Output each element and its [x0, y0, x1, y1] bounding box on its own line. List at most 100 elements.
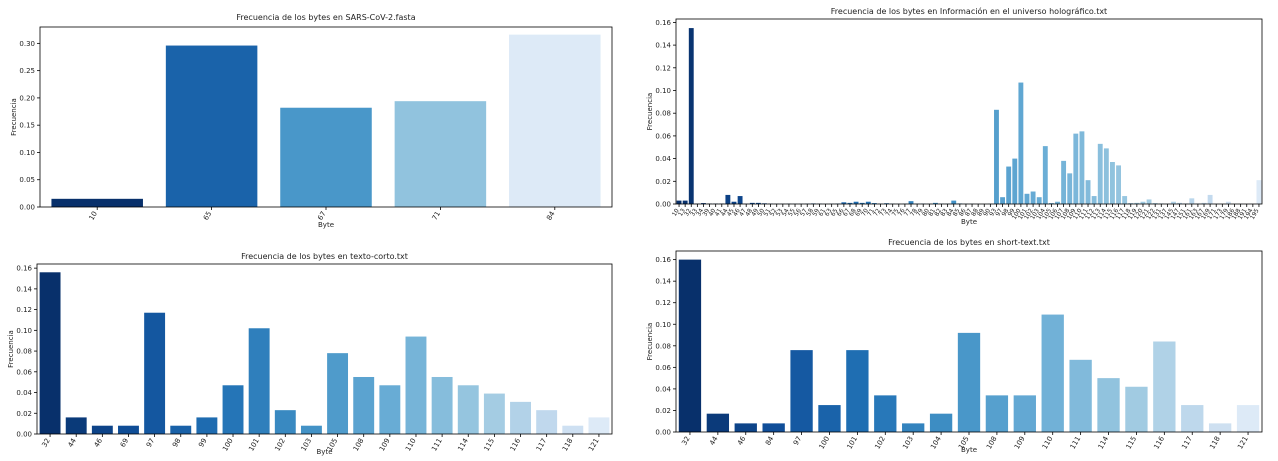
- x-tick-label: 46: [736, 435, 748, 447]
- bar: [1256, 180, 1262, 204]
- x-tick-label: 118: [561, 437, 575, 453]
- x-tick-label: 78: [909, 207, 919, 217]
- x-tick-label: 55: [787, 207, 797, 217]
- x-tick-label: 101: [1017, 207, 1029, 221]
- bar: [327, 353, 349, 434]
- y-tick-label: 0.00: [655, 201, 671, 209]
- x-tick-label: 81: [927, 207, 937, 217]
- x-tick-label: 83: [939, 207, 949, 217]
- x-tick-label: 118: [1208, 435, 1222, 451]
- x-tick-label: 67: [316, 210, 327, 222]
- x-tick-label: 41: [714, 207, 724, 217]
- bar: [929, 413, 953, 432]
- bar: [1225, 201, 1231, 204]
- y-axis-label: Frecuencia: [646, 93, 654, 131]
- x-tick-label: 47: [738, 207, 748, 217]
- x-tick-label: 100: [221, 437, 235, 453]
- x-tick-label: 54: [781, 207, 791, 217]
- bar: [902, 423, 925, 432]
- x-tick-label: 68: [848, 207, 858, 217]
- chart-1: Frecuencia de los bytes en SARS-CoV-2.fa…: [10, 13, 613, 229]
- x-tick-label: 51: [762, 207, 772, 217]
- x-tick-label: 131: [1151, 207, 1163, 221]
- y-tick-label: 0.25: [19, 67, 35, 75]
- x-tick-label: 69: [119, 437, 130, 449]
- bar: [165, 45, 258, 207]
- y-axis-label: Frecuencia: [646, 323, 654, 361]
- bar: [678, 259, 702, 432]
- x-tick-label: 167: [1194, 207, 1206, 221]
- bar: [701, 203, 706, 204]
- bar: [1189, 198, 1195, 204]
- y-tick-label: 0.10: [655, 87, 671, 95]
- x-tick-label: 71: [866, 207, 876, 217]
- x-tick-label: 109: [378, 437, 392, 453]
- bar: [457, 385, 479, 434]
- x-tick-label: 52: [769, 207, 779, 217]
- x-tick-label: 186: [1224, 207, 1236, 221]
- x-tick-label: 194: [1243, 207, 1255, 221]
- x-axis-label: Byte: [961, 446, 977, 454]
- x-tick-label: 102: [1023, 207, 1035, 221]
- x-tick-label: 112: [1084, 207, 1096, 221]
- x-tick-label: 110: [1072, 207, 1084, 221]
- bar: [853, 201, 859, 204]
- chart-2: Frecuencia de los bytes en Información e…: [646, 6, 1263, 226]
- bar: [1024, 193, 1030, 204]
- bar: [1012, 158, 1018, 204]
- bar: [405, 336, 427, 434]
- x-tick-label: 65: [830, 207, 840, 217]
- x-tick-label: 108: [1060, 207, 1072, 221]
- bar: [1042, 146, 1048, 204]
- bar: [847, 202, 853, 204]
- chart-title: Frecuencia de los bytes en SARS-CoV-2.fa…: [236, 13, 415, 22]
- x-axis-label: Byte: [961, 218, 977, 226]
- bar: [682, 200, 688, 204]
- y-tick-label: 0.30: [19, 40, 35, 48]
- bar: [1018, 82, 1024, 204]
- x-tick-label: 59: [811, 207, 821, 217]
- x-tick-label: 173: [1212, 207, 1224, 221]
- bar: [1110, 162, 1115, 204]
- bar: [1097, 143, 1103, 204]
- bar: [688, 28, 694, 204]
- x-tick-label: 44: [720, 207, 730, 217]
- x-tick-label: 111: [1078, 207, 1090, 221]
- plot-frame: [675, 18, 1263, 205]
- bar: [1201, 202, 1207, 204]
- bar: [957, 332, 981, 432]
- x-tick-label: 117: [535, 437, 549, 453]
- x-tick-label: 116: [1108, 207, 1120, 221]
- y-tick-label: 0.20: [19, 94, 35, 102]
- bar: [588, 417, 610, 434]
- x-tick-label: 121: [1139, 207, 1151, 221]
- chart-title: Frecuencia de los bytes en texto-corto.t…: [241, 252, 408, 261]
- x-tick-label: 108: [985, 435, 999, 451]
- bar: [1030, 191, 1036, 204]
- x-tick-label: 97: [792, 435, 803, 447]
- x-tick-label: 63: [824, 207, 834, 217]
- x-tick-label: 98: [171, 437, 182, 449]
- x-tick-label: 74: [885, 207, 895, 217]
- chart-title: Frecuencia de los bytes en Información e…: [831, 6, 1107, 16]
- bar: [510, 401, 531, 434]
- bar: [1236, 405, 1260, 432]
- bar: [1013, 395, 1036, 432]
- x-tick-label: 103: [901, 435, 915, 451]
- x-tick-label: 102: [273, 437, 287, 453]
- x-tick-label: 87: [964, 207, 974, 217]
- x-tick-label: 99: [197, 437, 208, 449]
- x-tick-label: 76: [897, 207, 907, 217]
- bar: [118, 425, 139, 434]
- x-tick-label: 85: [952, 207, 962, 217]
- bar: [908, 201, 914, 204]
- bar: [1055, 201, 1060, 204]
- bar: [300, 425, 322, 434]
- x-tick-label: 39: [701, 207, 711, 217]
- y-tick-label: 0.02: [16, 410, 32, 418]
- y-tick-label: 0.16: [655, 256, 671, 264]
- x-tick-label: 99: [1007, 207, 1017, 217]
- bar: [509, 34, 601, 207]
- x-tick-label: 188: [1231, 207, 1243, 221]
- y-tick-label: 0.14: [16, 285, 32, 293]
